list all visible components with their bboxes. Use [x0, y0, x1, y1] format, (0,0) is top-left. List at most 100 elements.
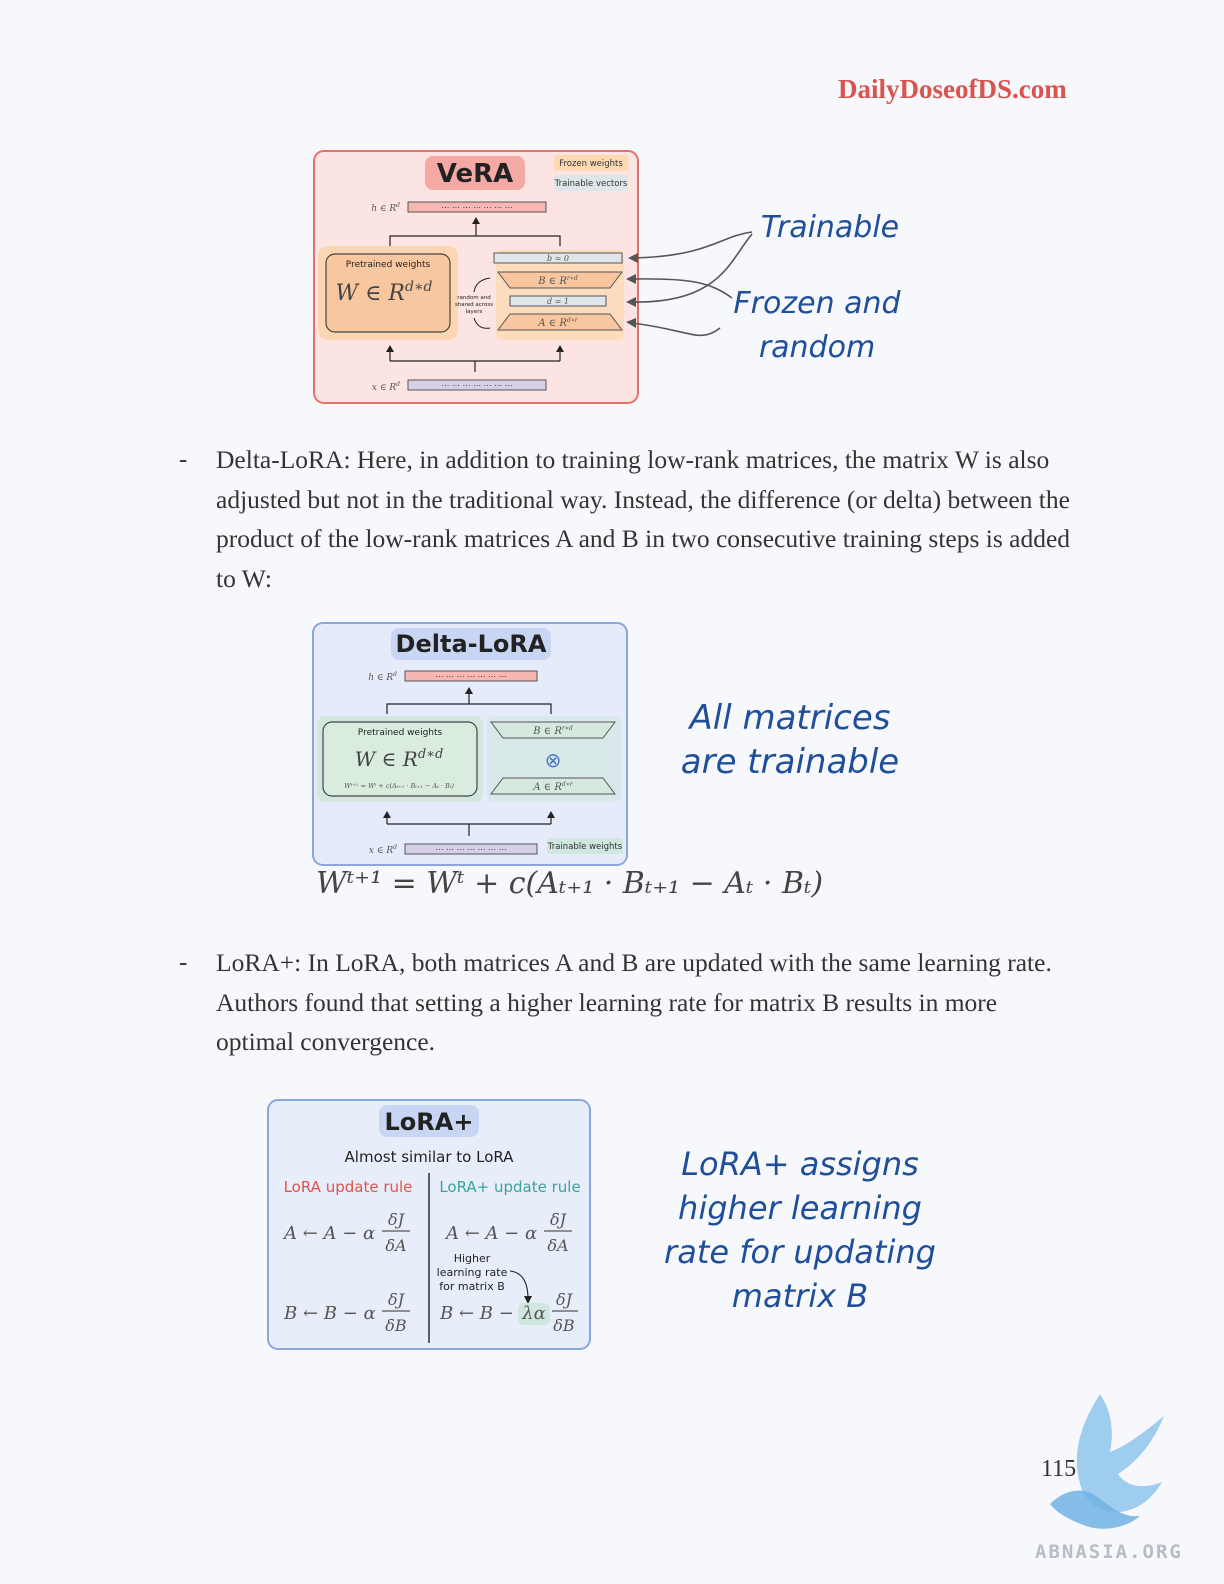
- lora-plus-lambda-alpha: λα: [521, 1303, 546, 1324]
- delta-x-vector: [404, 843, 538, 855]
- delta-trainable-label: Trainable weights: [547, 842, 623, 852]
- delta-note-line1: All matrices: [689, 698, 891, 738]
- lora-plus-note-line4: matrix B: [731, 1277, 869, 1315]
- vera-arrowhead-right: [556, 345, 564, 352]
- lora-b-frac-den: δB: [385, 1316, 407, 1335]
- vera-note-trainable-text: Trainable: [760, 210, 900, 245]
- vera-note-frozen-line1: Frozen and: [733, 286, 901, 321]
- lora-plus-b-frac-num: δJ: [556, 1290, 574, 1309]
- delta-pretrained-box: [322, 721, 478, 797]
- vera-legend-trainable-swatch: [554, 175, 628, 191]
- site-header: DailyDoseofDS.com: [838, 74, 1067, 104]
- vera-shared-arrow-down: [473, 317, 491, 329]
- page-number: 115: [1041, 1456, 1077, 1482]
- delta-h-dots: ⋯ ⋯ ⋯ ⋯ ⋯ ⋯ ⋯: [435, 672, 506, 681]
- delta-lora-paragraph: Delta-LoRA: Here, in addition to trainin…: [216, 445, 1071, 593]
- vera-h-vector: [407, 201, 547, 213]
- delta-pretrained-label: Pretrained weights: [358, 728, 443, 738]
- lora-plus-note-line2: higher learning: [678, 1189, 922, 1227]
- lora-a-rule: A ← A − α: [282, 1223, 375, 1244]
- vera-diagram: VeRA Frozen weights Trainable vectors h …: [313, 150, 639, 404]
- lora-plus-a-frac-den: δA: [547, 1236, 568, 1255]
- arrowhead-a-matrix: [626, 318, 636, 328]
- lora-plus-lambda-highlight: [518, 1303, 550, 1325]
- vera-a-matrix-label: A ∈ Rd∗r: [537, 317, 578, 329]
- delta-h-vector: [404, 670, 538, 682]
- lora-plus-b-frac-den: δB: [553, 1316, 575, 1335]
- vera-annotation-arrows: [626, 231, 753, 337]
- delta-arrowhead-left: [383, 811, 391, 818]
- vera-shared-arrow-up: [473, 277, 491, 293]
- arrow-to-d-vector: [631, 233, 753, 303]
- delta-b-matrix: [490, 721, 616, 739]
- lora-plus-title-bg: [379, 1105, 479, 1137]
- vera-title: VeRA: [437, 159, 513, 189]
- vera-x-label: x ∈ Rd: [372, 381, 400, 393]
- vera-note-frozen: Frozen and random: [722, 282, 912, 370]
- lora-plus-higher-1: Higher: [454, 1252, 491, 1265]
- delta-title-bg: [391, 628, 551, 660]
- lora-plus-a-rule: A ← A − α: [444, 1223, 537, 1244]
- lora-plus-paragraph: LoRA+: In LoRA, both matrices A and B ar…: [216, 948, 1052, 1056]
- delta-h-label: h ∈ Rd: [368, 671, 397, 683]
- delta-lora-diagram: Delta-LoRA h ∈ Rd ⋯ ⋯ ⋯ ⋯ ⋯ ⋯ ⋯ Pretrain…: [312, 622, 628, 866]
- delta-arrowhead-right: [547, 811, 555, 818]
- delta-merge-line: [386, 703, 552, 714]
- delta-formula: Wᵗ⁺¹ = Wᵗ + c(Aₜ₊₁ · Bₜ₊₁ − Aₜ · Bₜ): [316, 866, 824, 901]
- arrowhead-b-vector: [628, 253, 638, 263]
- delta-w-update: Wᵗ⁺¹ = Wᵗ + c(Aₜ₊₁ · Bₜ₊₁ − Aₜ · Bₜ): [344, 782, 454, 790]
- delta-x-dots: ⋯ ⋯ ⋯ ⋯ ⋯ ⋯ ⋯: [435, 845, 506, 854]
- lora-plus-note-line3: rate for updating: [664, 1233, 936, 1271]
- vera-legend-trainable: Trainable vectors: [554, 179, 628, 189]
- arrow-to-a-matrix: [631, 322, 721, 337]
- lora-plus-higher-arrowhead: [524, 1296, 532, 1304]
- delta-note-line2: are trainable: [680, 742, 900, 782]
- vera-arrowhead-left: [386, 345, 394, 352]
- vera-b-matrix-label: B ∈ Rr∗d: [537, 275, 578, 287]
- lora-plus-higher-2: learning rate: [437, 1266, 508, 1279]
- vera-note-frozen-line2: random: [758, 330, 876, 365]
- lora-a-frac-num: δJ: [388, 1210, 406, 1229]
- lora-plus-note: LoRA+ assigns higher learning rate for u…: [640, 1142, 960, 1318]
- delta-x-label: x ∈ Rd: [369, 844, 397, 856]
- vera-shared-3: layers: [466, 309, 483, 315]
- vera-x-vector: [407, 379, 547, 391]
- lora-b-rule: B ← B − α: [283, 1303, 376, 1324]
- lora-plus-subtitle: Almost similar to LoRA: [345, 1148, 515, 1166]
- vera-pretrained-label: Pretrained weights: [346, 260, 431, 270]
- delta-note: All matrices are trainable: [665, 696, 915, 784]
- vera-b-vector-label: b = 0: [547, 254, 569, 263]
- arrowhead-b-matrix: [626, 274, 636, 284]
- bird-body-shape: [1050, 1490, 1140, 1529]
- delta-arrowhead-top: [465, 687, 473, 694]
- vera-h-dots: ⋯ ⋯ ⋯ ⋯ ⋯ ⋯ ⋯: [441, 203, 512, 212]
- lora-a-frac-den: δA: [385, 1236, 406, 1255]
- vera-d-vector-label: d = 1: [547, 297, 569, 306]
- vera-a-matrix: [497, 313, 623, 331]
- lora-plus-bullet: -: [179, 949, 188, 976]
- arrow-to-b-matrix: [631, 278, 733, 299]
- lora-plus-note-line1: LoRA+ assigns: [681, 1145, 919, 1183]
- lora-plus-a-frac-num: δJ: [550, 1210, 568, 1229]
- lora-plus-title: LoRA+: [385, 1108, 474, 1136]
- lora-plus-higher-3: for matrix B: [439, 1280, 505, 1293]
- vera-b-matrix: [497, 271, 623, 289]
- delta-title: Delta-LoRA: [396, 630, 547, 658]
- delta-trainable-swatch: [547, 838, 623, 854]
- delta-b-matrix-label: B ∈ Rr∗d: [532, 725, 573, 737]
- vera-w-main: W ∈ Rd∗d: [336, 279, 433, 306]
- watermark-text: ABNASIA.ORG: [1035, 1541, 1183, 1563]
- vera-h-label: h ∈ Rd: [371, 202, 400, 214]
- vera-b-vector: [493, 252, 623, 264]
- delta-a-matrix-label: A ∈ Rd∗r: [532, 781, 573, 793]
- delta-a-matrix: [490, 777, 616, 795]
- arrow-to-b-vector: [633, 231, 753, 259]
- vera-shared-2: shared across: [455, 302, 493, 308]
- vera-legend-frozen-swatch: [554, 155, 628, 171]
- vera-title-bg: [425, 156, 525, 190]
- delta-lora-bullet: -: [179, 446, 188, 473]
- lora-rule-header: LoRA update rule: [284, 1178, 413, 1196]
- vera-note-trainable: Trainable: [750, 206, 910, 250]
- vera-legend-frozen: Frozen weights: [559, 159, 623, 169]
- vera-pretrained-box: [325, 253, 451, 333]
